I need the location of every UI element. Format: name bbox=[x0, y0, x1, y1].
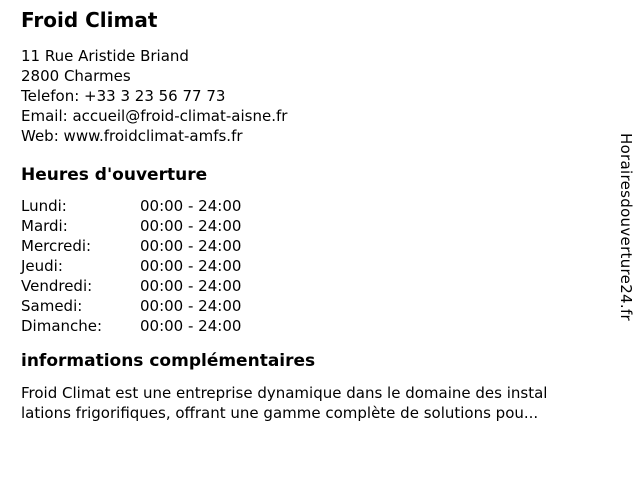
phone-line: Telefon: +33 3 23 56 77 73 bbox=[21, 86, 640, 106]
web-value: www.froidclimat-amfs.fr bbox=[63, 127, 243, 145]
email-line: Email: accueil@froid-climat-aisne.fr bbox=[21, 106, 640, 126]
day-hours: 00:00 - 24:00 bbox=[140, 317, 242, 335]
email-value: accueil@froid-climat-aisne.fr bbox=[72, 107, 288, 125]
day-label: Mercredi: bbox=[21, 237, 92, 255]
day-label: Dimanche: bbox=[21, 317, 103, 335]
day-label: Mardi: bbox=[21, 217, 68, 235]
hours-row-monday: Lundi: 00:00 - 24:00 bbox=[21, 196, 640, 216]
day-hours: 00:00 - 24:00 bbox=[140, 297, 242, 315]
day-hours: 00:00 - 24:00 bbox=[140, 277, 242, 295]
day-label: Jeudi: bbox=[21, 257, 63, 275]
phone-label: Telefon: bbox=[21, 87, 80, 105]
address-city: 2800 Charmes bbox=[21, 67, 131, 85]
day-hours: 00:00 - 24:00 bbox=[140, 237, 242, 255]
phone-value: +33 3 23 56 77 73 bbox=[84, 87, 226, 105]
day-hours: 00:00 - 24:00 bbox=[140, 197, 242, 215]
hours-row-wednesday: Mercredi: 00:00 - 24:00 bbox=[21, 236, 640, 256]
watermark-site-name: Horairesdouverture24.fr bbox=[617, 133, 635, 321]
day-hours: 00:00 - 24:00 bbox=[140, 217, 242, 235]
hours-row-tuesday: Mardi: 00:00 - 24:00 bbox=[21, 216, 640, 236]
page-title: Froid Climat bbox=[21, 8, 158, 32]
contact-block: 11 Rue Aristide Briand 2800 Charmes Tele… bbox=[21, 46, 640, 146]
day-label: Vendredi: bbox=[21, 277, 93, 295]
email-label: Email: bbox=[21, 107, 68, 125]
additional-info-text: Froid Climat est une entreprise dynamiqu… bbox=[21, 383, 640, 423]
web-line: Web: www.froidclimat-amfs.fr bbox=[21, 126, 640, 146]
additional-info-heading: informations complémentaires bbox=[21, 351, 316, 371]
info-text-line: lations frigorifiques, offrant une gamme… bbox=[21, 404, 539, 422]
web-label: Web: bbox=[21, 127, 59, 145]
day-label: Lundi: bbox=[21, 197, 67, 215]
hours-row-sunday: Dimanche: 00:00 - 24:00 bbox=[21, 316, 640, 336]
address-street: 11 Rue Aristide Briand bbox=[21, 47, 189, 65]
hours-row-thursday: Jeudi: 00:00 - 24:00 bbox=[21, 256, 640, 276]
day-label: Samedi: bbox=[21, 297, 83, 315]
hours-row-friday: Vendredi: 00:00 - 24:00 bbox=[21, 276, 640, 296]
day-hours: 00:00 - 24:00 bbox=[140, 257, 242, 275]
opening-hours-heading: Heures d'ouverture bbox=[21, 165, 208, 185]
hours-row-saturday: Samedi: 00:00 - 24:00 bbox=[21, 296, 640, 316]
info-text-line: Froid Climat est une entreprise dynamiqu… bbox=[21, 384, 548, 402]
opening-hours-table: Lundi: 00:00 - 24:00 Mardi: 00:00 - 24:0… bbox=[21, 196, 640, 336]
